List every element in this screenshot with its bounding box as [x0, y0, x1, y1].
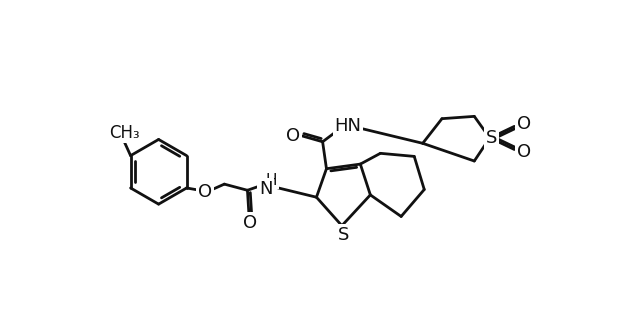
Text: O: O — [243, 214, 257, 232]
Text: O: O — [517, 143, 531, 161]
Text: HN: HN — [335, 117, 362, 135]
Text: O: O — [517, 115, 531, 133]
Text: H: H — [266, 173, 277, 188]
Text: O: O — [198, 183, 212, 201]
Text: S: S — [338, 226, 349, 244]
Text: N: N — [259, 180, 273, 198]
Text: CH₃: CH₃ — [109, 124, 140, 141]
Text: S: S — [486, 129, 497, 147]
Text: O: O — [286, 127, 300, 145]
